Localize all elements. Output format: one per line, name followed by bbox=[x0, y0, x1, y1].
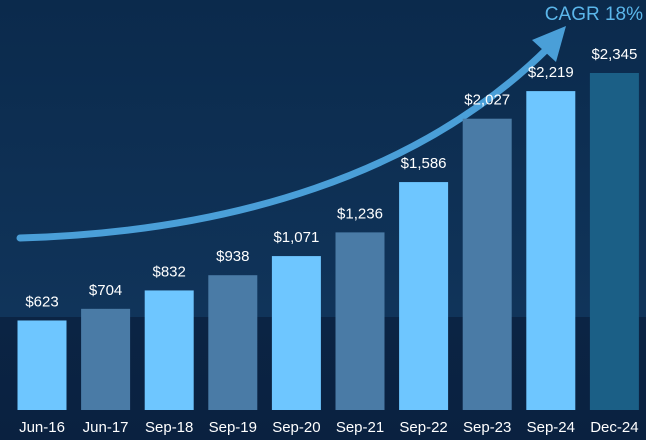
value-label: $2,219 bbox=[528, 64, 574, 81]
x-tick-label: Sep-20 bbox=[272, 419, 320, 436]
value-label: $1,071 bbox=[273, 229, 319, 246]
bar bbox=[335, 232, 385, 410]
arrow-head bbox=[532, 26, 566, 62]
bar bbox=[526, 91, 576, 411]
bar bbox=[17, 320, 67, 410]
x-tick-label: Jun-16 bbox=[19, 419, 65, 436]
value-label: $938 bbox=[216, 248, 249, 265]
x-tick-label: Dec-24 bbox=[590, 419, 638, 436]
x-tick-label: Sep-21 bbox=[336, 419, 384, 436]
bar bbox=[81, 308, 131, 410]
value-label: $2,345 bbox=[591, 46, 637, 63]
bar bbox=[399, 182, 449, 410]
value-label: $704 bbox=[89, 282, 122, 299]
bar bbox=[208, 275, 258, 410]
bar bbox=[589, 73, 639, 410]
x-tick-label: Jun-17 bbox=[83, 419, 129, 436]
x-tick-label: Sep-18 bbox=[145, 419, 193, 436]
x-tick-label: Sep-22 bbox=[399, 419, 447, 436]
bar bbox=[271, 256, 321, 410]
x-tick-label: Sep-24 bbox=[527, 419, 575, 436]
bar bbox=[144, 290, 194, 410]
value-label: $1,236 bbox=[337, 205, 383, 222]
growth-arrow bbox=[16, 44, 552, 242]
value-label: $2,027 bbox=[464, 92, 510, 109]
value-label: $1,586 bbox=[401, 155, 447, 172]
value-label: $832 bbox=[153, 263, 186, 280]
annotation: CAGR 18% bbox=[545, 4, 643, 25]
x-tick-label: Sep-23 bbox=[463, 419, 511, 436]
value-label: $623 bbox=[25, 293, 58, 310]
bar bbox=[462, 118, 512, 411]
x-tick-label: Sep-19 bbox=[209, 419, 257, 436]
